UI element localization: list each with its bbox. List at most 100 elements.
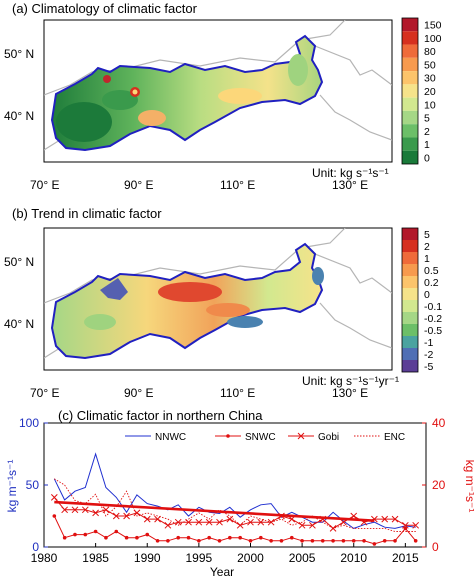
panel-b-colorbar-swatch — [402, 336, 418, 348]
series-point-gobi — [257, 518, 265, 526]
panel-b-colorbar-swatch — [402, 264, 418, 276]
series-point-gobi — [164, 521, 172, 529]
panel-a-colorbar-swatch — [402, 110, 418, 125]
panel-a-lon-110: 110° E — [220, 178, 255, 192]
panel-b-unit: Unit: kg s⁻¹s⁻¹yr⁻¹ — [302, 374, 399, 388]
panel-b-lon-90: 90° E — [124, 386, 153, 400]
y-right-tick-label: 20 — [432, 478, 446, 492]
series-point-snwc — [310, 539, 315, 543]
panel-a-colorbar-label: 30 — [424, 73, 436, 85]
x-tick-label: 2000 — [237, 551, 264, 565]
series-point-snwc — [135, 535, 139, 540]
panel-c-title: (c) Climatic factor in northern China — [58, 408, 263, 423]
series-line-enc — [54, 478, 416, 532]
series-point-snwc — [393, 539, 397, 543]
series-point-snwc — [320, 539, 325, 543]
series-point-snwc — [372, 542, 377, 546]
y-left-tick-label: 50 — [26, 478, 40, 492]
panel-a-colorbar-label: 0 — [424, 152, 430, 164]
panel-a-colorbar-swatch — [402, 97, 418, 111]
series-point-gobi — [216, 518, 223, 526]
panel-a-lon-130: 130° E — [332, 178, 368, 192]
panel-b-colorbar-swatch — [402, 324, 418, 336]
y-right-tick-label: 40 — [432, 416, 446, 430]
panel-a-lat-50: 50° N — [4, 47, 34, 61]
series-point-gobi — [61, 506, 69, 514]
legend-marker-snwc — [226, 434, 230, 438]
series-point-gobi — [50, 494, 58, 501]
panel-a-colorbar-label: 80 — [424, 46, 436, 58]
panel-a-title: (a) Climatology of climatic factor — [12, 1, 198, 16]
panel-b-colorbar-swatch — [402, 252, 418, 264]
panel-b-colorbar-label: -2 — [424, 349, 433, 361]
series-point-snwc — [351, 539, 356, 543]
series-point-snwc — [382, 539, 387, 543]
series-point-snwc — [186, 535, 191, 540]
x-tick-label: 1985 — [82, 551, 109, 565]
panel-b-colorbar-frame — [401, 227, 419, 373]
panel-a-colorbar-swatch — [402, 137, 418, 151]
x-tick-label: 1990 — [134, 551, 161, 565]
series-point-snwc — [259, 535, 263, 540]
series-point-snwc — [207, 535, 211, 540]
series-point-snwc — [114, 529, 119, 534]
legend-label-nnwc: NNWC — [155, 432, 186, 443]
panel-b-colorbar-label: 5 — [424, 229, 430, 241]
panel-a-colorbar-swatch — [402, 124, 418, 138]
series-point-gobi — [391, 515, 399, 523]
panel-a-lon-90: 90° E — [124, 178, 153, 192]
panel-b-colorbar-swatch — [402, 300, 418, 312]
panel-b-colorbar-label: -5 — [424, 361, 433, 373]
series-point-gobi — [412, 521, 420, 529]
y-left-tick-label: 0 — [32, 540, 39, 554]
panel-a-colorbar-swatch — [402, 44, 418, 58]
series-point-snwc — [238, 535, 242, 540]
panel-b-colorbar-label: 0.2 — [424, 277, 439, 289]
panel-a-colorbar-swatch — [402, 150, 418, 164]
trend-line-gobi — [54, 500, 375, 522]
y-right-tick-label: 0 — [432, 540, 439, 554]
panel-c-frame — [43, 422, 427, 548]
panel-a-unit: Unit: kg s⁻¹s⁻¹ — [312, 166, 389, 180]
panel-b-patch-purple — [100, 278, 128, 300]
y-left-tick-label: 100 — [19, 416, 39, 430]
series-point-snwc — [124, 535, 129, 540]
panel-b-colorbar-label: 2 — [424, 241, 430, 253]
series-point-snwc — [104, 535, 108, 540]
series-point-snwc — [217, 539, 222, 543]
series-point-gobi — [154, 515, 161, 523]
series-point-snwc — [52, 514, 57, 518]
series-point-snwc — [83, 532, 88, 537]
series-point-gobi — [71, 506, 79, 514]
panel-b-patch-orange — [206, 303, 250, 317]
panel-b-colorbar-label: 0 — [424, 289, 430, 301]
panel-a-patch-green — [102, 90, 138, 110]
series-point-snwc — [166, 539, 170, 543]
panel-a-colorbar-label: 50 — [424, 59, 436, 71]
panel-b-patch-blue — [227, 316, 263, 328]
panel-a-colorbar-swatch — [402, 31, 418, 45]
panel-a-colorbar-label: 1 — [424, 139, 430, 151]
panel-c-chart: (c) Climatic factor in northern China Ye… — [5, 408, 474, 579]
series-point-gobi — [123, 512, 130, 520]
series-point-gobi — [143, 515, 151, 523]
panel-a-patch-orange — [138, 110, 166, 126]
series-line-nnwc — [53, 452, 416, 529]
x-tick-label: 1995 — [186, 551, 213, 565]
panel-b-colorbar-label: -0.2 — [424, 313, 442, 325]
series-point-snwc — [197, 539, 201, 543]
panel-b-colorbar-swatch — [402, 288, 418, 300]
x-tick-label: 2015 — [392, 551, 419, 565]
series-point-snwc — [62, 535, 67, 540]
series-point-gobi — [298, 521, 306, 529]
series-point-snwc — [145, 532, 150, 537]
panel-a-colorbar-swatch — [402, 57, 418, 72]
panel-a-map — [44, 20, 392, 152]
panel-b-colorbar-swatch — [402, 276, 418, 288]
panel-b-lat-40: 40° N — [4, 317, 34, 331]
series-point-gobi — [350, 512, 358, 520]
panel-a-region — [50, 34, 324, 152]
panel-b-lon-130: 130° E — [332, 386, 368, 400]
x-tick-label: 1980 — [31, 551, 58, 565]
